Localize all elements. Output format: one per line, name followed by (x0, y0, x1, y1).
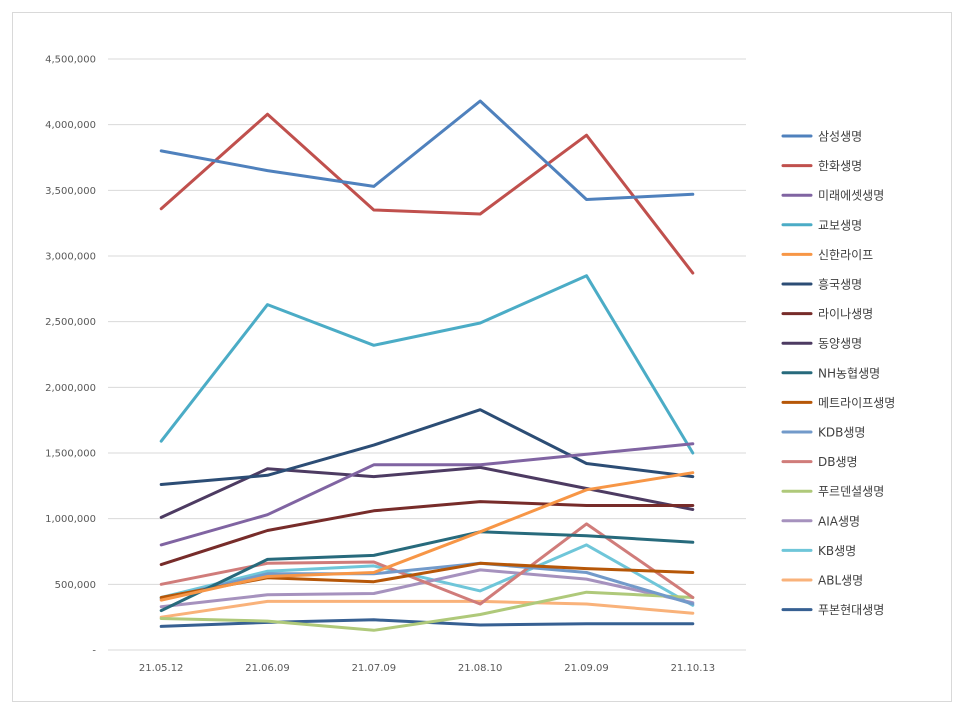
legend-label: NH농협생명 (818, 366, 880, 380)
series-line (159, 599, 695, 619)
x-tick-label: 21.07.09 (352, 663, 397, 674)
series-line (159, 471, 695, 602)
series-lines (159, 99, 695, 632)
legend-label: 흥국생명 (818, 278, 862, 292)
legend-label: 메트라이프생명 (818, 396, 895, 410)
y-tick-label: 2,500,000 (45, 317, 96, 328)
legend-label: 푸본현대생명 (818, 603, 884, 617)
y-tick-label: 1,000,000 (45, 514, 96, 525)
legend-label: 한화생명 (818, 159, 862, 173)
chart-frame: - 500,000 1,000,000 1,500,000 2,000,000 2,500… (12, 12, 952, 702)
x-tick-label: 21.06.09 (245, 663, 290, 674)
legend-label: 삼성생명 (818, 130, 862, 144)
y-tick-label: - (92, 646, 96, 657)
y-tick-label: 1,500,000 (45, 449, 96, 460)
legend-label: DB생명 (818, 455, 858, 469)
series-line (159, 442, 695, 547)
x-tick-label: 21.05.12 (139, 663, 184, 674)
series-line (159, 500, 695, 567)
y-tick-label: 4,500,000 (45, 55, 96, 66)
x-tick-label: 21.10.13 (671, 663, 716, 674)
x-axis-tick-labels: 21.05.12 21.06.09 21.07.09 21.08.10 21.09.09… (139, 663, 715, 674)
series-line (159, 561, 695, 606)
y-axis-tick-labels: - 500,000 1,000,000 1,500,000 2,000,000 2,500… (45, 55, 96, 657)
legend-label: ABL생명 (818, 574, 863, 588)
legend-label: 신한라이프 (818, 248, 873, 262)
y-tick-label: 4,000,000 (45, 120, 96, 131)
x-tick-label: 21.08.10 (458, 663, 503, 674)
legend-label: 푸르덴셜생명 (818, 485, 884, 499)
y-tick-label: 2,000,000 (45, 383, 96, 394)
legend-label: KDB생명 (818, 426, 865, 440)
series-line (159, 112, 695, 275)
y-tick-label: 500,000 (55, 580, 96, 591)
series-line (159, 465, 695, 519)
legend-label: KB생명 (818, 544, 856, 558)
series-line (159, 590, 695, 632)
x-tick-label: 21.09.09 (564, 663, 609, 674)
series-line (159, 530, 695, 613)
legend-label: AIA생명 (818, 514, 860, 528)
series-line (159, 543, 695, 607)
legend-label: 동양생명 (818, 337, 862, 351)
y-tick-label: 3,000,000 (45, 252, 96, 263)
series-line (159, 274, 695, 455)
y-tick-label: 3,500,000 (45, 186, 96, 197)
legend-label: 미래에셋생명 (818, 189, 884, 203)
gridlines (108, 58, 746, 651)
series-line (159, 408, 695, 486)
legend-label: 라이나생명 (818, 307, 873, 321)
legend-label: 교보생명 (818, 218, 862, 232)
line-chart: - 500,000 1,000,000 1,500,000 2,000,000 2,500… (45, 55, 895, 675)
series-line (159, 99, 695, 201)
